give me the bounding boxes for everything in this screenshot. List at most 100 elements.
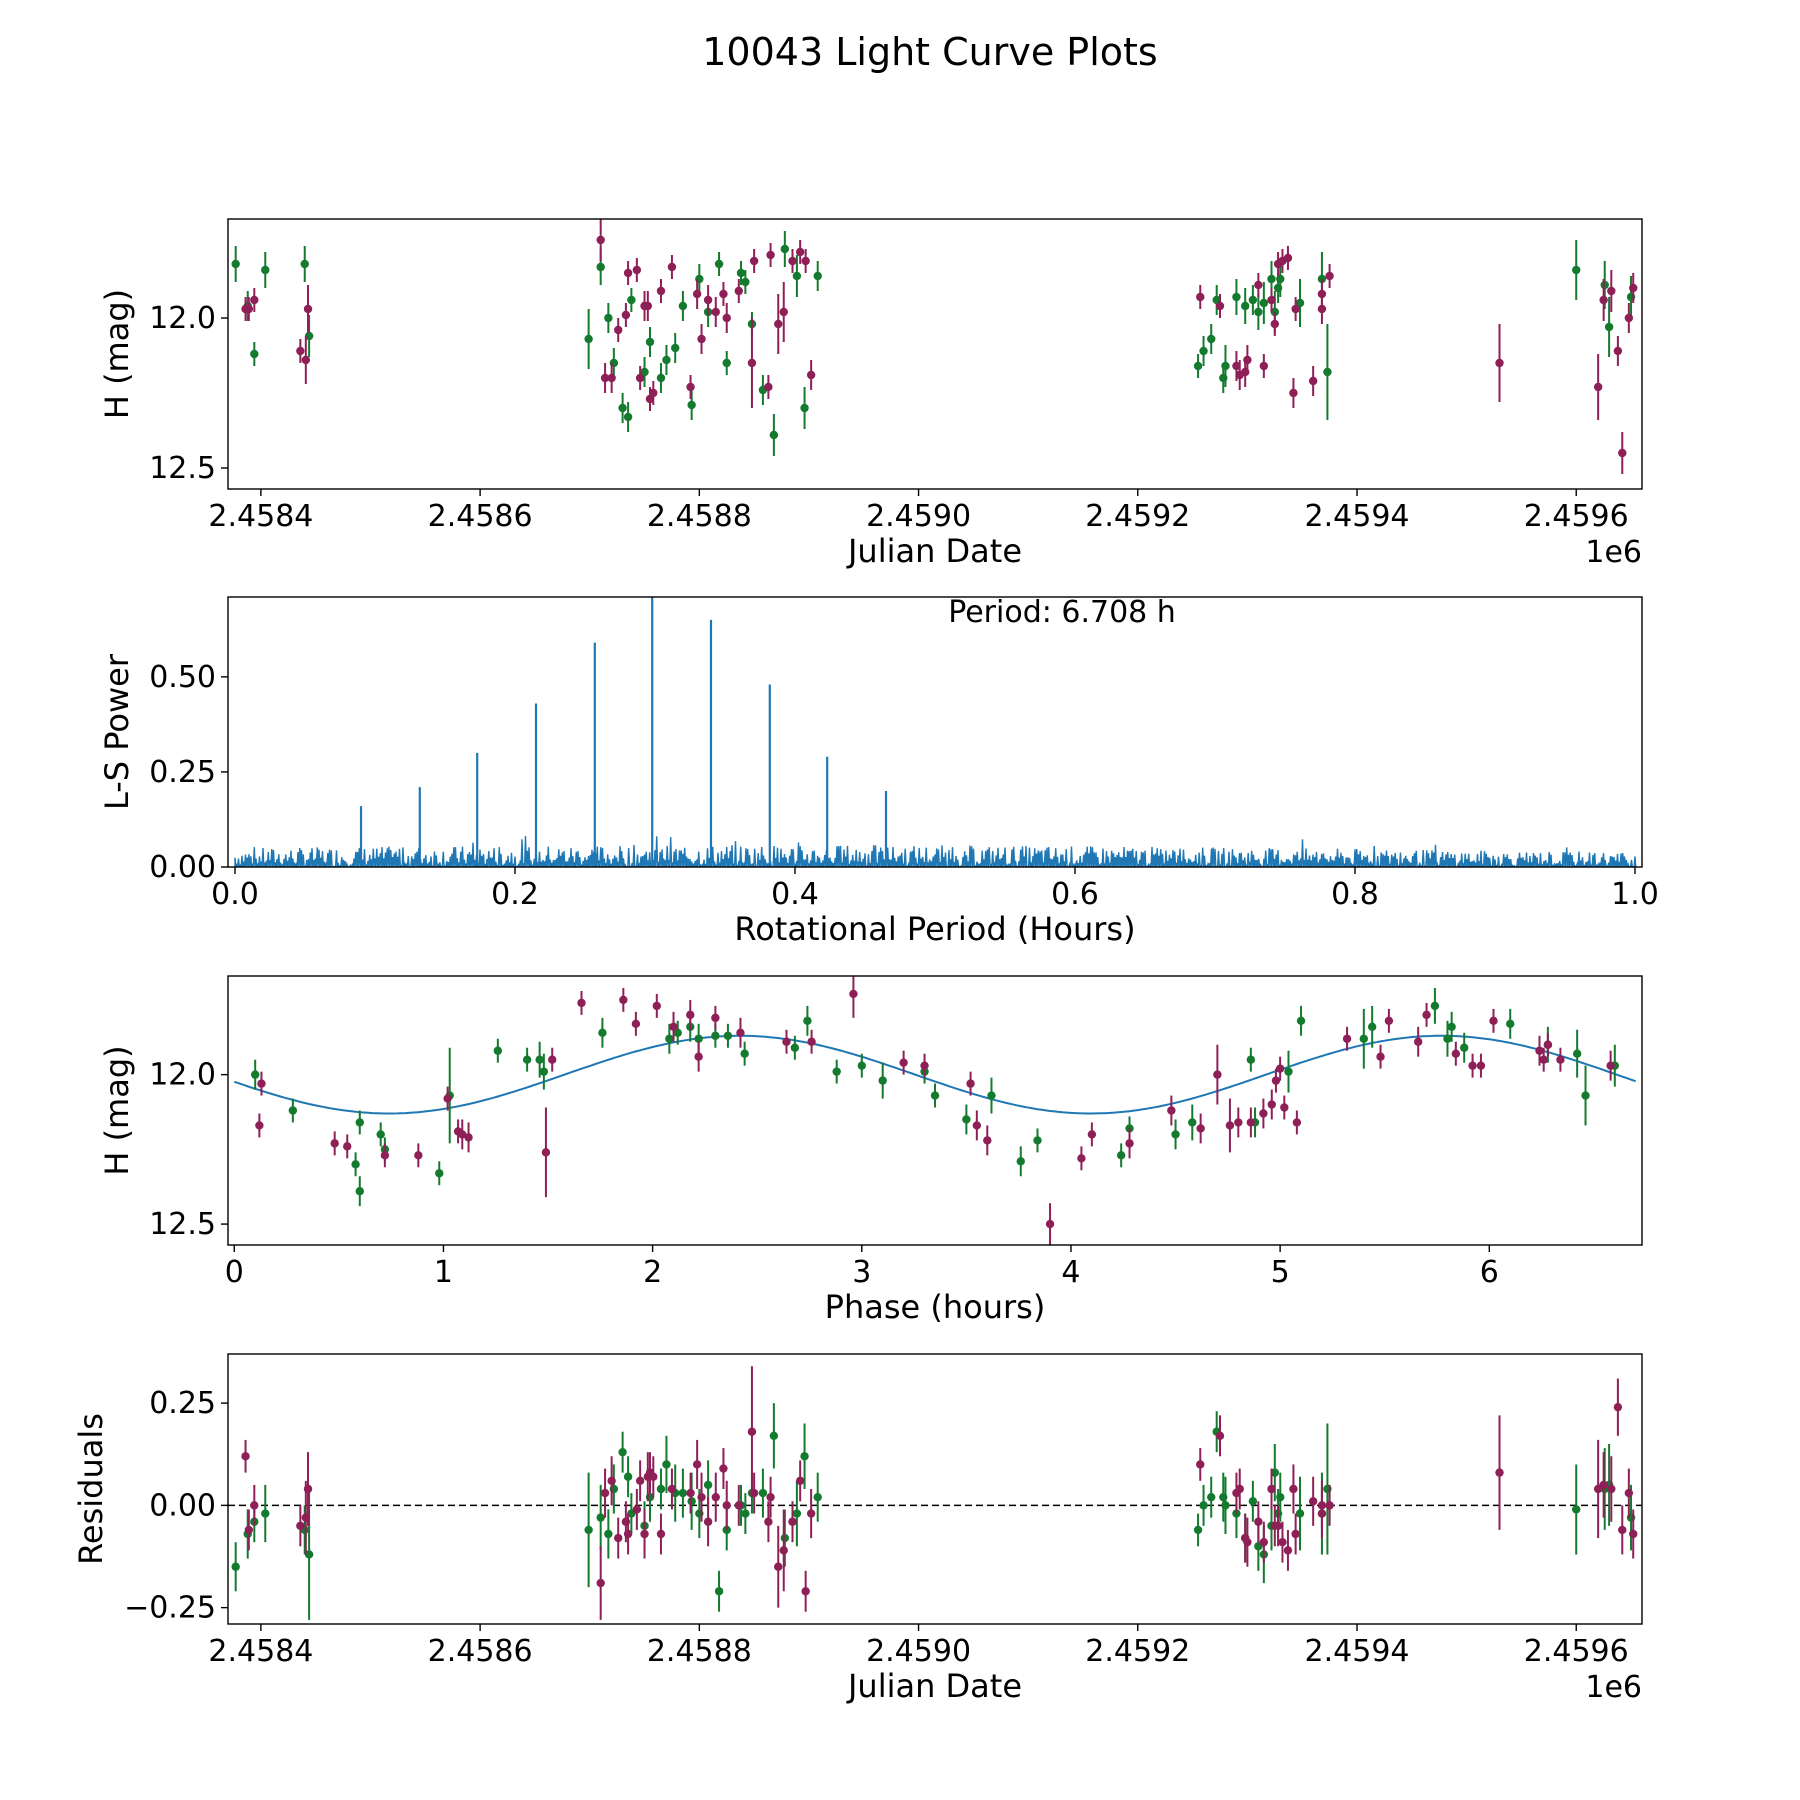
purple-data-point	[1599, 1480, 1608, 1490]
x-offset-label: 1e6	[1585, 1670, 1642, 1705]
green-data-point	[769, 1431, 779, 1441]
green-data-point	[792, 271, 802, 281]
x-tick-label: 2.4590	[866, 1634, 971, 1669]
green-data-point	[435, 1169, 444, 1178]
purple-data-point	[899, 1058, 908, 1067]
purple-data-point	[635, 1476, 645, 1486]
green-data-point	[1199, 1501, 1208, 1510]
x-tick-label: 0.0	[211, 877, 259, 912]
x-tick-label: 6	[1480, 1255, 1499, 1290]
purple-data-point	[1283, 1546, 1293, 1555]
residuals-panel: 2.4584 2.4586 2.4588 2.4590 2.4592 2.4594 2.45…	[72, 1353, 1643, 1705]
purple-data-point	[779, 1546, 788, 1555]
purple-data-point	[1607, 286, 1616, 296]
purple-data-point	[244, 304, 254, 314]
green-data-point	[1572, 265, 1581, 275]
purple-data-point	[1267, 1484, 1276, 1494]
green-data-point	[1367, 1022, 1377, 1032]
x-tick-label: 2.4590	[866, 499, 971, 534]
purple-data-point	[635, 373, 645, 383]
purple-data-point	[623, 268, 633, 278]
purple-data-point	[1273, 1521, 1283, 1531]
purple-data-point	[1489, 1016, 1498, 1026]
green-data-point	[1270, 1468, 1279, 1477]
purple-data-point	[801, 256, 810, 266]
green-data-point	[736, 268, 746, 278]
green-data-point	[645, 337, 655, 347]
phased-plot-area	[233, 976, 1637, 1245]
green-data-point	[231, 1562, 240, 1571]
x-tick-label: 2.4592	[1085, 1634, 1190, 1669]
purple-data-point	[1325, 1501, 1334, 1510]
y-tick-label: 12.5	[149, 451, 216, 486]
purple-data-point	[801, 1587, 810, 1596]
green-data-point	[376, 1130, 385, 1139]
purple-data-point	[1271, 1076, 1281, 1085]
purple-data-point	[656, 286, 666, 296]
purple-data-point	[1213, 1070, 1222, 1079]
purple-data-point	[1246, 1118, 1256, 1127]
purple-data-point	[694, 1052, 703, 1061]
purple-data-point	[600, 373, 610, 383]
purple-data-point	[719, 1464, 728, 1473]
purple-data-point	[1624, 1488, 1634, 1498]
green-data-point	[987, 1091, 996, 1100]
green-data-point	[703, 1480, 713, 1490]
purple-data-point	[722, 1501, 731, 1510]
purple-data-point	[711, 1013, 720, 1023]
green-data-point	[857, 1061, 866, 1070]
purple-data-point	[250, 295, 259, 305]
green-data-point	[250, 349, 259, 359]
green-data-point	[640, 367, 649, 377]
purple-data-point	[596, 235, 605, 245]
green-data-point	[1600, 280, 1609, 290]
purple-data-point	[734, 1501, 743, 1510]
purple-data-point	[1606, 1061, 1615, 1070]
purple-data-point	[795, 247, 805, 257]
green-data-point	[878, 1076, 887, 1085]
purple-data-point	[1267, 1100, 1276, 1109]
purple-data-point	[686, 1488, 695, 1498]
green-data-point	[1276, 1492, 1285, 1502]
green-data-point	[1295, 298, 1305, 308]
purple-data-point	[747, 1427, 757, 1436]
y-tick-label: 0.00	[149, 1488, 216, 1523]
green-data-point	[618, 1447, 627, 1457]
purple-data-point	[749, 1488, 759, 1498]
green-data-point	[261, 1509, 270, 1518]
green-data-point	[1267, 274, 1276, 284]
purple-data-point	[1556, 1055, 1565, 1064]
green-data-point	[1506, 1019, 1515, 1029]
green-data-point	[1284, 1067, 1293, 1076]
purple-data-point	[632, 265, 642, 275]
y-axis-label: H (mag)	[98, 1045, 136, 1175]
green-data-point	[930, 1091, 940, 1100]
green-data-point	[687, 1497, 696, 1506]
purple-data-point	[607, 1476, 616, 1486]
x-tick-label: 0.8	[1331, 877, 1379, 912]
green-data-point	[623, 1472, 633, 1481]
purple-data-point	[1308, 376, 1318, 386]
green-data-point	[1572, 1505, 1581, 1514]
green-data-point	[714, 259, 724, 269]
purple-data-point	[303, 1484, 313, 1494]
y-tick-label: 0.50	[149, 660, 216, 695]
green-data-point	[678, 301, 688, 311]
purple-data-point	[849, 989, 858, 999]
purple-data-point	[414, 1151, 423, 1160]
green-data-point	[539, 1067, 549, 1076]
sinusoid-fit-line	[233, 1034, 1637, 1115]
green-data-point	[1572, 1049, 1582, 1058]
purple-data-point	[621, 310, 631, 320]
green-data-point	[722, 1525, 731, 1535]
green-data-point	[741, 1509, 750, 1518]
green-data-point	[584, 1525, 593, 1535]
y-tick-label: −0.25	[124, 1591, 216, 1626]
lightcurve-plot-area	[231, 219, 1638, 474]
x-offset-label: 1e6	[1585, 535, 1642, 570]
purple-data-point	[1234, 1118, 1243, 1127]
green-data-point	[596, 262, 605, 272]
purple-data-point	[779, 307, 788, 317]
green-data-point	[493, 1046, 503, 1055]
